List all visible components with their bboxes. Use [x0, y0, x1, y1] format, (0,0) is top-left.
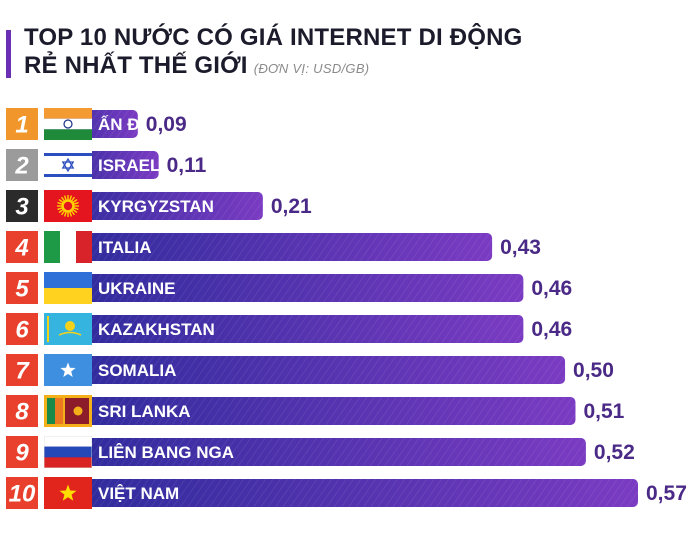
russia-flag — [44, 436, 92, 468]
bar-row: 9 LIÊN BANG NGA 0,52 — [6, 436, 635, 468]
bar-row: 2 ISRAEL 0,11 — [6, 149, 207, 181]
country-label: VIỆT NAM — [98, 484, 179, 503]
rank-box — [6, 395, 38, 427]
ukraine-flag — [44, 272, 92, 304]
rank-box — [6, 313, 38, 345]
country-label: UKRAINE — [98, 279, 175, 298]
rank-number: 6 — [15, 317, 29, 344]
rank-box — [6, 149, 38, 181]
unit-label: (ĐƠN VỊ: USD/GB) — [253, 61, 370, 76]
value-label: 0,52 — [594, 441, 635, 464]
rank-number: 10 — [9, 481, 36, 508]
chart-title-line-2-text: RẺ NHẤT THẾ GIỚI — [24, 52, 248, 79]
rank-number: 2 — [14, 153, 29, 180]
rank-box — [6, 477, 38, 509]
value-label: 0,43 — [500, 236, 541, 259]
value-label: 0,11 — [167, 154, 207, 177]
rank-box — [6, 190, 38, 222]
country-label: KAZAKHSTAN — [98, 320, 215, 339]
rank-box — [6, 272, 38, 304]
israel-flag — [44, 149, 92, 181]
bar-row: 5 UKRAINE 0,46 — [6, 272, 572, 304]
bar-row: 1 ẤN ĐỘ0,09 — [6, 108, 187, 140]
country-label: ẤN ĐỘ — [98, 115, 153, 134]
rank-box — [6, 108, 38, 140]
bar-row: 7 SOMALIA 0,50 — [6, 354, 614, 386]
rank-box — [6, 354, 38, 386]
country-label: ITALIA — [98, 238, 152, 257]
title-accent-bar — [6, 30, 11, 78]
country-label: KYRGYZSTAN — [98, 197, 214, 216]
bar-row: 6 KAZAKHSTAN 0,46 — [6, 313, 572, 345]
india-flag — [44, 108, 92, 140]
country-label: SRI LANKA — [98, 402, 191, 421]
value-label: 0,50 — [573, 359, 614, 382]
value-label: 0,46 — [531, 277, 572, 300]
bar-row: 4 ITALIA 0,43 — [6, 231, 541, 263]
rank-number: 8 — [15, 399, 29, 426]
sri-lanka-flag — [44, 395, 92, 427]
italy-flag — [44, 231, 92, 263]
rank-number: 4 — [14, 235, 28, 262]
value-label: 0,51 — [583, 400, 624, 423]
bar-row: 3 KYRGYZSTAN 0,21 — [6, 190, 312, 222]
value-label: 0,09 — [146, 113, 187, 136]
rank-number: 9 — [15, 440, 29, 467]
country-label: ISRAEL — [98, 156, 160, 175]
kyrgyzstan-flag — [44, 190, 92, 222]
country-label: LIÊN BANG NGA — [98, 443, 234, 462]
vietnam-flag — [44, 477, 92, 509]
bar-row: 8 SRI LANKA 0,51 — [6, 395, 625, 427]
value-label: 0,46 — [531, 318, 572, 341]
country-label: SOMALIA — [98, 361, 176, 380]
rank-number: 5 — [15, 276, 29, 303]
rank-number: 1 — [15, 112, 28, 139]
rank-number: 7 — [15, 358, 30, 385]
kazakhstan-flag — [44, 313, 92, 345]
chart-title-line-1: TOP 10 NƯỚC CÓ GIÁ INTERNET DI ĐỘNG — [24, 24, 523, 51]
bar-row: 10 VIỆT NAM 0,57 — [6, 477, 687, 509]
value-label: 0,57 — [646, 482, 687, 505]
rank-box — [6, 436, 38, 468]
value-label: 0,21 — [271, 195, 312, 218]
somalia-flag — [44, 354, 92, 386]
rank-box — [6, 231, 38, 263]
rank-number: 3 — [15, 194, 29, 221]
chart-title-line-2: RẺ NHẤT THẾ GIỚI (ĐƠN VỊ: USD/GB) — [24, 52, 369, 80]
